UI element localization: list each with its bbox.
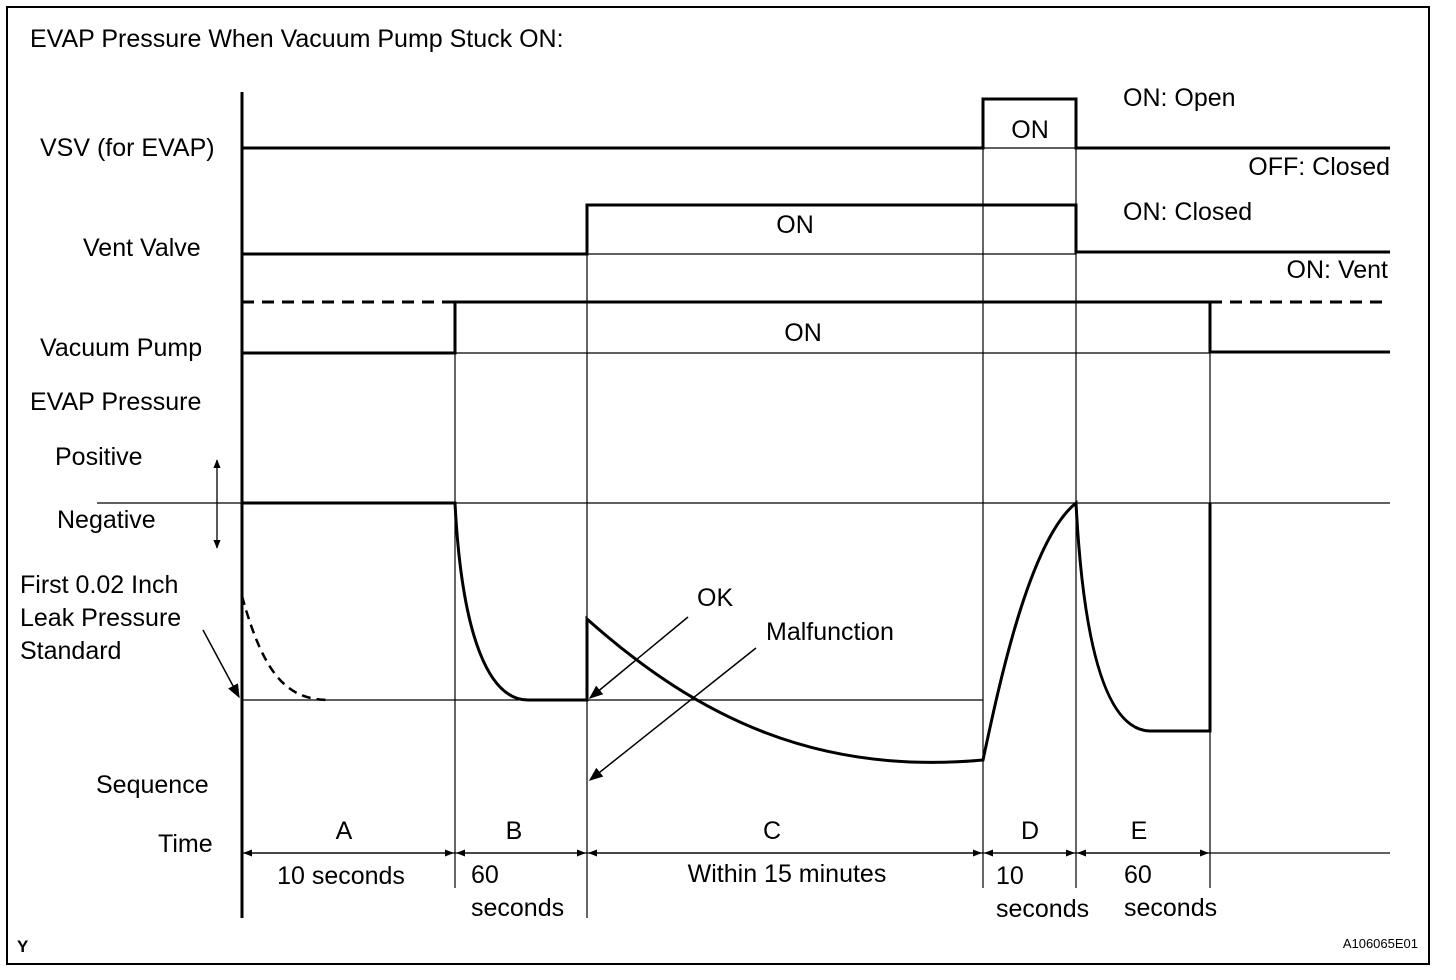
evap-pressure-curve	[242, 499, 1212, 764]
ok-label: OK	[697, 584, 733, 612]
sequence-label: Sequence	[96, 771, 209, 799]
phase-duration-b-line1: 60	[471, 861, 499, 889]
phase-duration-e-line2: seconds	[1124, 894, 1217, 922]
vsv-state-low: OFF: Closed	[1248, 153, 1390, 181]
positive-label: Positive	[55, 443, 143, 471]
phase-duration-c: Within 15 minutes	[688, 860, 887, 888]
standard-pointer-arrow	[202, 629, 240, 699]
diagram-title: EVAP Pressure When Vacuum Pump Stuck ON:	[30, 25, 564, 53]
vacuum-pump-waveform	[242, 300, 1390, 355]
initial-dashed-curve	[240, 595, 331, 702]
standard-label-line3: Standard	[20, 637, 121, 665]
negative-label: Negative	[57, 506, 156, 534]
phase-letter-b: B	[506, 817, 523, 845]
phase-letter-d: D	[1021, 817, 1039, 845]
vacuum-pump-on-text: ON	[784, 319, 822, 347]
vsv-label: VSV (for EVAP)	[40, 134, 215, 162]
standard-label-line2: Leak Pressure	[20, 604, 181, 632]
vent-valve-label: Vent Valve	[83, 234, 201, 262]
figure-id: A106065E01	[1343, 936, 1418, 951]
vsv-on-text: ON	[1011, 116, 1049, 144]
vent-valve-state-high: ON: Closed	[1123, 198, 1252, 226]
phase-duration-e-line1: 60	[1124, 861, 1152, 889]
vsv-waveform	[242, 97, 1390, 150]
evap-pressure-label: EVAP Pressure	[30, 388, 201, 416]
vsv-state-high: ON: Open	[1123, 84, 1236, 112]
phase-letter-c: C	[763, 817, 781, 845]
phase-boundaries	[454, 98, 1211, 918]
phase-duration-a: 10 seconds	[277, 862, 405, 890]
ok-arrow	[588, 616, 689, 699]
phase-duration-d-line1: 10	[996, 862, 1024, 890]
vent-valve-waveform	[242, 203, 1390, 256]
phase-letter-a: A	[336, 817, 353, 845]
malfunction-arrow	[588, 647, 757, 781]
time-label: Time	[158, 830, 213, 858]
vent-valve-on-text: ON	[776, 211, 814, 239]
vent-valve-state-low: ON: Vent	[1287, 256, 1388, 284]
vacuum-pump-label: Vacuum Pump	[40, 334, 202, 362]
phase-letter-e: E	[1131, 817, 1148, 845]
corner-mark: Y	[17, 937, 29, 956]
diagram-border	[6, 6, 1430, 965]
standard-label-line1: First 0.02 Inch	[20, 571, 178, 599]
phase-duration-b-line2: seconds	[471, 894, 564, 922]
phase-duration-d-line2: seconds	[996, 895, 1089, 923]
malfunction-label: Malfunction	[766, 618, 894, 646]
